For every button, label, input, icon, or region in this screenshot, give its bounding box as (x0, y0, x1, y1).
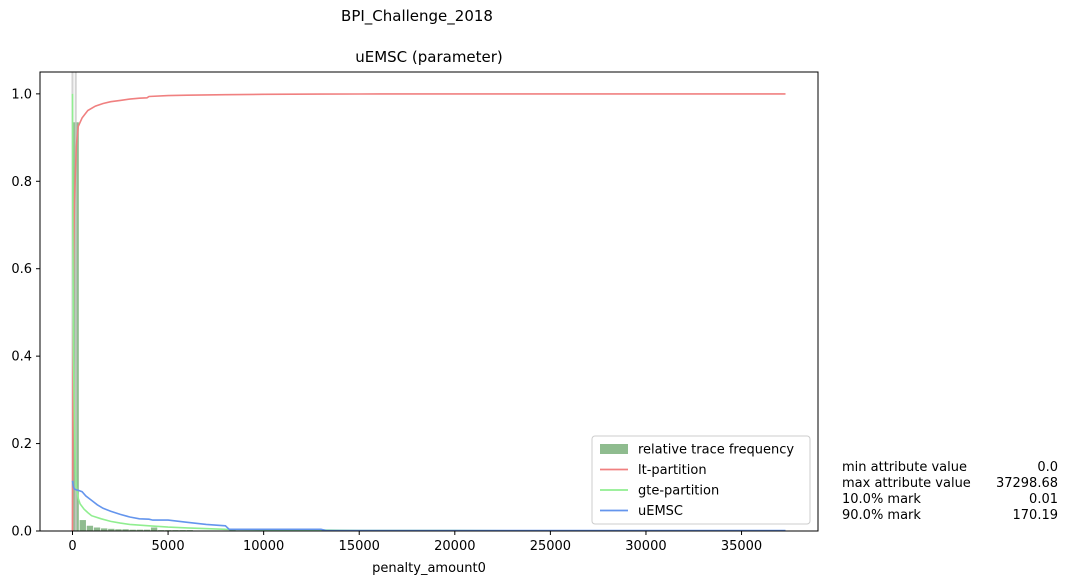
series-line-lt-partition (71, 93, 786, 531)
stat-value: 37298.68 (995, 476, 1058, 491)
stat-row-90pct: 90.0% mark 170.19 (842, 508, 1058, 524)
legend-swatch (600, 444, 628, 454)
x-tick-label: 35000 (721, 539, 762, 554)
legend-label: gte-partition (638, 484, 719, 499)
histogram-bar (143, 529, 151, 531)
y-tick-label: 0.6 (11, 262, 32, 277)
histogram-bar (93, 527, 101, 531)
histogram-bar (115, 529, 122, 531)
stat-row-min: min attribute value 0.0 (842, 460, 1058, 476)
y-tick-label: 1.0 (11, 87, 32, 102)
stat-label: max attribute value (842, 476, 971, 491)
histogram-bar (122, 529, 129, 531)
x-tick-label: 25000 (530, 539, 571, 554)
stat-label: 90.0% mark (842, 508, 921, 523)
y-axis-ticks: 0.0 0.2 0.4 0.6 0.8 1.0 (11, 87, 40, 540)
stat-value: 0.0 (1037, 460, 1058, 475)
legend-label: uEMSC (638, 504, 683, 519)
histogram-bars (72, 122, 329, 532)
chart-title: uEMSC (parameter) (355, 48, 503, 66)
histogram-bar (129, 529, 136, 531)
histogram-bar (101, 528, 108, 531)
legend-label: relative trace frequency (638, 443, 794, 458)
stat-row-max: max attribute value 37298.68 (842, 476, 1058, 492)
y-tick-label: 0.2 (11, 437, 32, 452)
x-tick-label: 5000 (152, 539, 185, 554)
figure-suptitle: BPI_Challenge_2018 (341, 7, 493, 25)
x-axis-label: penalty_amount0 (372, 561, 486, 576)
stat-label: 10.0% mark (842, 492, 921, 507)
histogram-bar (108, 528, 115, 531)
x-tick-label: 15000 (339, 539, 380, 554)
x-tick-label: 20000 (434, 539, 475, 554)
x-axis-ticks: 0 5000 10000 15000 20000 25000 30000 35000 (68, 531, 762, 554)
x-tick-label: 30000 (625, 539, 666, 554)
y-tick-label: 0.0 (11, 525, 32, 540)
histogram-bar (150, 527, 158, 531)
histogram-bar (79, 520, 86, 531)
legend-box (591, 435, 811, 525)
histogram-bar (229, 529, 236, 531)
x-tick-label: 0 (68, 539, 76, 554)
chart-legend: relative trace frequency lt-partition gte-… (591, 435, 811, 525)
stat-row-10pct: 10.0% mark 0.01 (842, 492, 1058, 508)
histogram-bar (86, 525, 94, 531)
legend-label: lt-partition (638, 463, 707, 478)
y-tick-label: 0.8 (11, 175, 32, 190)
x-tick-label: 10000 (243, 539, 284, 554)
stat-label: min attribute value (842, 460, 967, 475)
stat-value: 0.01 (1029, 492, 1058, 507)
histogram-bar (136, 529, 143, 531)
stat-value: 170.19 (1012, 508, 1059, 523)
attribute-stats: min attribute value 0.0 max attribute va… (842, 460, 1058, 524)
y-tick-label: 0.4 (11, 350, 32, 365)
plot-frame (39, 71, 819, 532)
